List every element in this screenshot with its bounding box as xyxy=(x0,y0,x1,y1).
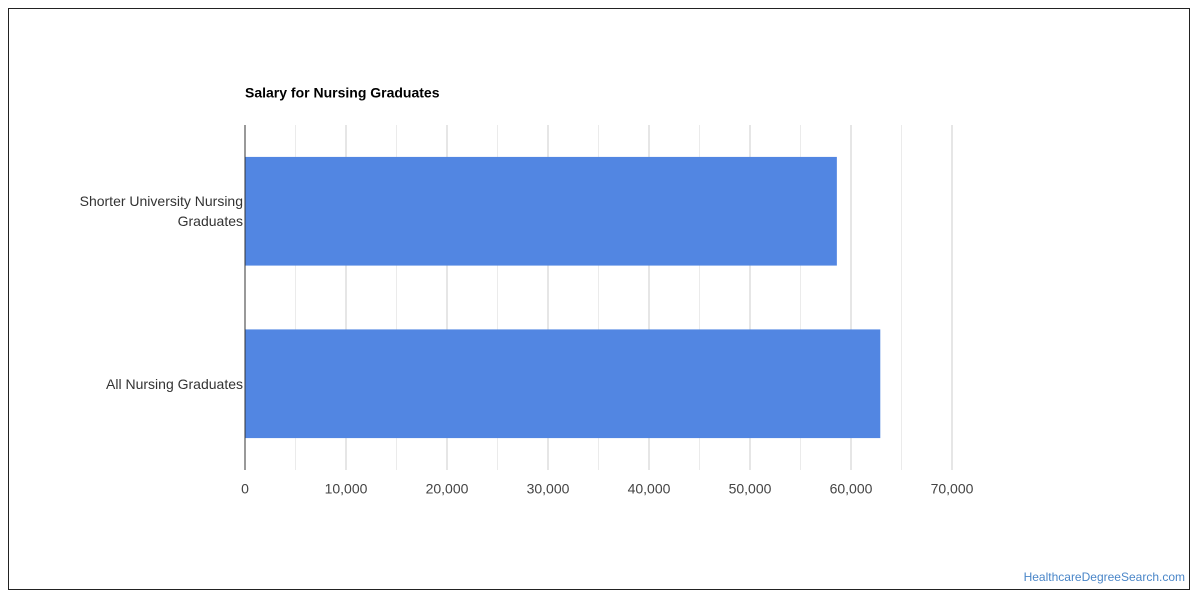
x-tick-label: 60,000 xyxy=(830,481,873,497)
x-tick-label: 30,000 xyxy=(527,481,570,497)
x-tick-label: 40,000 xyxy=(628,481,671,497)
source: HealthcareDegreeSearch.com xyxy=(1024,570,1185,584)
y-tick-label: All Nursing Graduates xyxy=(106,375,243,392)
bar xyxy=(245,329,881,439)
x-tick-label: 70,000 xyxy=(931,481,974,497)
y-tick-label: Shorter University Nursing Graduates xyxy=(79,193,243,230)
frame xyxy=(8,8,1190,590)
chart-title: Salary for Nursing Graduates xyxy=(245,85,440,101)
x-tick-label: 0 xyxy=(241,481,249,497)
x-tick-label: 10,000 xyxy=(325,481,368,497)
x-tick-label: 50,000 xyxy=(729,481,772,497)
bar xyxy=(245,156,837,266)
x-tick-label: 20,000 xyxy=(426,481,469,497)
